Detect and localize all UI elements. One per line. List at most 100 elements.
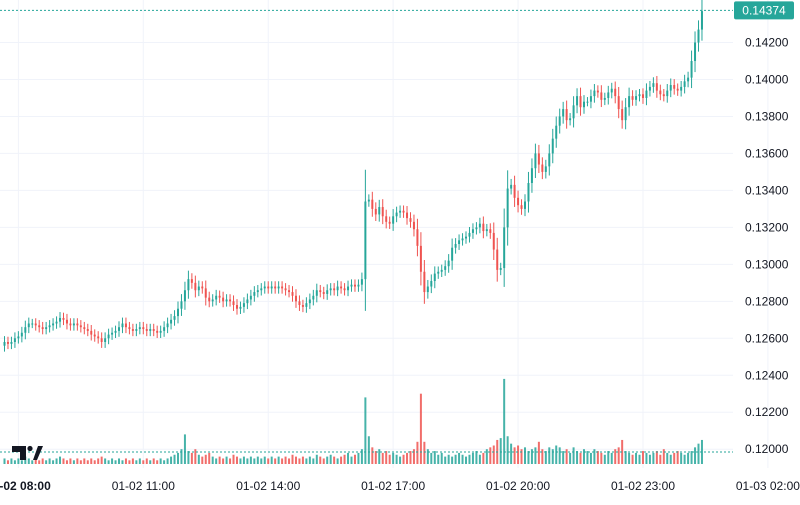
last-price-badge[interactable] [734, 1, 794, 20]
x-tick-label: 01-02 14:00 [236, 479, 300, 493]
y-axis[interactable]: 0.14200 0.14000 0.13800 0.13600 0.13400 0.132… [734, 1, 794, 456]
candle [183, 281, 186, 310]
volume-bar [138, 458, 141, 464]
y-tick-label: 0.12600 [745, 331, 789, 345]
candle [517, 190, 520, 213]
candle [624, 98, 627, 130]
candle [451, 238, 454, 270]
volume-bar [308, 456, 311, 464]
volume-bar [45, 460, 48, 464]
candle [406, 206, 409, 225]
candle [503, 208, 506, 287]
volume-bar [551, 449, 554, 464]
volume-bar [69, 458, 72, 464]
volume-bar [180, 449, 183, 464]
candle [350, 279, 353, 292]
candle [38, 320, 41, 333]
candle [680, 80, 683, 97]
volume-bar [461, 454, 464, 464]
candle [138, 321, 141, 335]
candle [281, 281, 284, 294]
volume-bar [256, 456, 259, 464]
volume-bar [444, 456, 447, 464]
volume-bar [163, 460, 166, 464]
candle [340, 281, 343, 294]
candle [676, 83, 679, 96]
candle [121, 317, 124, 334]
candle [638, 89, 641, 102]
volume-bar [229, 458, 232, 464]
candle [201, 281, 204, 294]
volume-bar [55, 458, 58, 464]
candle [475, 222, 478, 235]
volume-bar [298, 458, 301, 464]
volume-bar [315, 454, 318, 464]
volume-bar [430, 452, 433, 464]
volume-bar [86, 460, 89, 464]
volume-bar [503, 378, 506, 464]
candle [527, 171, 530, 213]
x-tick-label: 01-03 02:00 [736, 479, 800, 493]
volume-bar [666, 452, 669, 464]
volume-bar [409, 451, 412, 464]
candle [326, 284, 329, 300]
candle [596, 85, 599, 98]
volume-bar [482, 452, 485, 464]
candle [79, 320, 82, 333]
volume-bar [326, 456, 329, 464]
x-axis[interactable]: 01-02 08:00 01-02 11:00 01-02 14:00 01-02 1… [0, 479, 800, 493]
candle [468, 227, 471, 243]
candle [142, 321, 145, 335]
x-tick-label: 01-02 08:00 [0, 479, 51, 493]
candle [555, 116, 558, 148]
volume-bar [333, 456, 336, 464]
y-tick-label: 0.14000 [745, 72, 789, 86]
candle [104, 332, 107, 348]
candle [659, 84, 662, 101]
candle [645, 83, 648, 106]
volume-bar [249, 456, 252, 464]
volume-bar [222, 458, 225, 464]
candle [687, 71, 690, 88]
candle [610, 82, 613, 99]
volume-bar [530, 449, 533, 464]
candle [177, 301, 179, 324]
volume-bar [673, 452, 676, 464]
y-tick-label: 0.13600 [745, 146, 789, 160]
candle [416, 218, 419, 257]
candle [76, 318, 79, 331]
candle [194, 275, 197, 298]
tradingview-logo-icon[interactable] [12, 445, 43, 460]
candle [513, 175, 516, 207]
candle [433, 266, 436, 289]
candle [690, 50, 693, 89]
candle [270, 281, 273, 294]
candle [364, 169, 367, 311]
volume-bar [260, 458, 263, 464]
volume-bar [319, 456, 322, 464]
candle [367, 194, 370, 207]
volume-bar [59, 456, 62, 464]
candle [277, 281, 280, 294]
candle [13, 332, 16, 348]
volume-bar [589, 452, 592, 464]
volume-bar [52, 460, 55, 464]
volume-bar [121, 460, 124, 464]
candle [215, 289, 218, 306]
candle [392, 209, 395, 231]
candle [419, 232, 422, 286]
volume-bar [145, 458, 148, 464]
candle [267, 281, 270, 294]
volume-bar [378, 449, 381, 464]
volume-bar [412, 449, 415, 464]
volume-bar [527, 451, 530, 464]
candle [360, 272, 363, 292]
candle [72, 318, 75, 331]
volume-bar [392, 452, 395, 464]
volume-bar [631, 454, 634, 464]
candle [593, 84, 596, 103]
last-price-line [0, 9, 733, 453]
volume-bar [159, 458, 162, 464]
